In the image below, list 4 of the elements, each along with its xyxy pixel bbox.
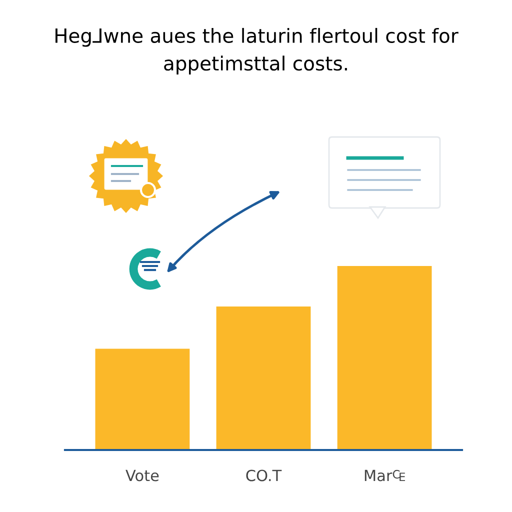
x-tick-label: CO.T [246,470,282,482]
chart-title: Heg⅃wne aues the laturin flertoul cost for appetimsttal costs. [56,28,458,74]
x-tick-label: Mar₠ [364,470,406,482]
x-tick-label: Vote [126,470,159,482]
